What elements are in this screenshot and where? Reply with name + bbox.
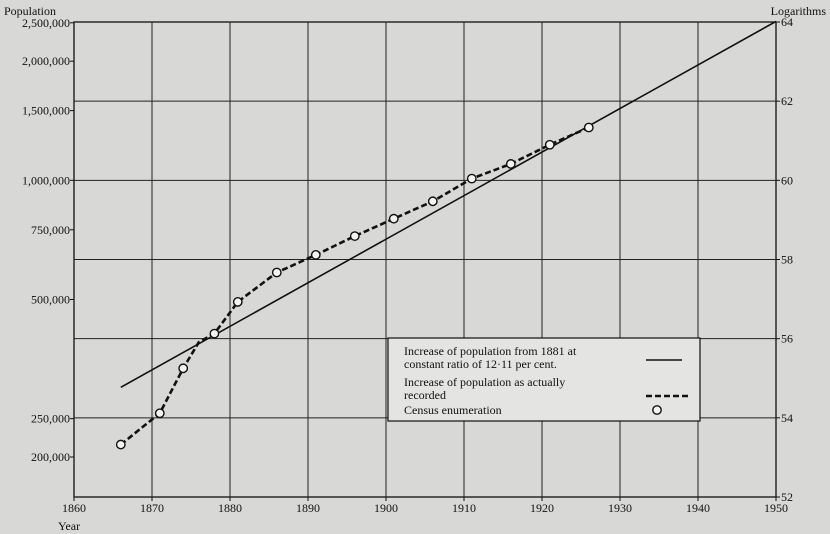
right-tick-label: 52 [781, 490, 793, 504]
x-tick-label: 1950 [764, 501, 788, 515]
left-tick-label: 1,500,000 [22, 104, 70, 118]
census-point [271, 267, 282, 278]
left-tick-label: 250,000 [31, 412, 70, 426]
x-axis-title: Year [58, 519, 80, 533]
legend-label: recorded [404, 388, 446, 402]
grid-lines [73, 21, 777, 498]
x-tick-label: 1890 [296, 501, 320, 515]
census-point [388, 213, 399, 224]
left-tick-label: 1,000,000 [22, 173, 70, 187]
census-point [209, 328, 220, 339]
x-tick-label: 1930 [608, 501, 632, 515]
left-tick-label: 2,000,000 [22, 54, 70, 68]
x-tick-label: 1870 [140, 501, 164, 515]
x-axis-ticks: 1860 1870 1880 1890 1900 1910 1920 1930 1940 1950 [62, 497, 788, 515]
right-tick-label: 56 [781, 332, 793, 346]
left-tick-label: 750,000 [31, 223, 70, 237]
census-point [583, 122, 594, 133]
right-axis-ticks: 64 62 60 58 56 54 52 [776, 15, 793, 504]
legend-label: Census enumeration [404, 403, 502, 417]
x-tick-label: 1920 [530, 501, 554, 515]
x-tick-label: 1910 [452, 501, 476, 515]
census-point [544, 139, 555, 150]
right-tick-label: 60 [781, 173, 793, 187]
right-axis-title: Logarithms [771, 4, 827, 18]
census-point [115, 439, 126, 450]
census-point [349, 231, 360, 241]
left-tick-label: 500,000 [31, 292, 70, 306]
census-point [178, 363, 189, 374]
x-tick-label: 1900 [374, 501, 398, 515]
legend: Increase of population from 1881 atconst… [387, 337, 701, 422]
legend-box [387, 337, 701, 422]
census-point [466, 173, 477, 184]
right-tick-label: 62 [781, 94, 793, 108]
census-point [427, 196, 438, 207]
left-tick-label: 200,000 [31, 450, 70, 464]
series-line-constant-ratio [120, 20, 777, 388]
x-tick-label: 1880 [218, 501, 242, 515]
legend-label: Increase of population as actually [404, 375, 565, 389]
right-tick-label: 54 [781, 411, 793, 425]
left-tick-label: 2,500,000 [22, 16, 70, 30]
right-tick-label: 58 [781, 253, 793, 267]
left-axis-title: Population [4, 4, 56, 18]
census-point [232, 297, 243, 307]
x-tick-label: 1940 [686, 501, 710, 515]
census-point [154, 408, 165, 419]
legend-label: Increase of population from 1881 at [404, 344, 577, 358]
series-layer [115, 20, 777, 450]
left-axis-ticks: 2,500,000 2,000,000 1,500,000 1,000,000 750,… [22, 16, 74, 464]
legend-label: constant ratio of 12·11 per cent. [404, 357, 557, 371]
census-point [505, 159, 516, 169]
legend-census-marker [652, 405, 662, 415]
census-point [310, 250, 321, 260]
right-tick-label: 64 [781, 15, 793, 29]
x-tick-label: 1860 [62, 501, 86, 515]
